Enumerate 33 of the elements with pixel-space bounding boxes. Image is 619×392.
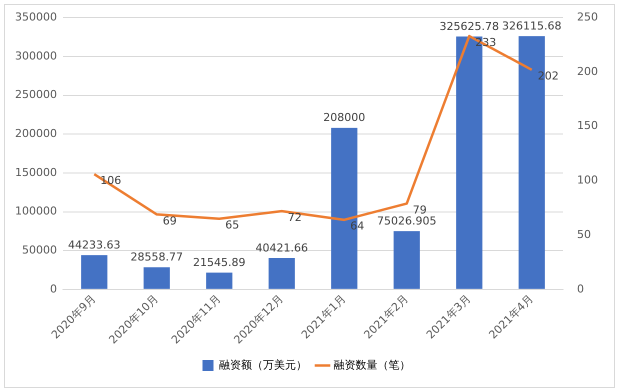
y2-tick-label: 50 — [577, 228, 592, 241]
data-label: 325625.78 — [440, 20, 499, 33]
y-tick-label: 200000 — [14, 126, 57, 140]
data-label: 72 — [288, 210, 302, 224]
legend-label: 融资额（万美元） — [219, 358, 307, 372]
data-label: 28558.77 — [130, 250, 183, 264]
bar — [268, 258, 295, 289]
bar — [81, 255, 108, 289]
y-tick-label: 250000 — [14, 88, 57, 102]
bar — [394, 231, 420, 289]
y-tick-label: 0 — [50, 282, 57, 296]
bar — [144, 267, 170, 289]
data-label: 326115.68 — [502, 20, 562, 33]
y-tick-label: 100000 — [14, 204, 57, 218]
y2-tick-label: 100 — [577, 174, 598, 187]
data-label: 79 — [412, 203, 427, 216]
y-tick-label: 350000 — [14, 10, 57, 24]
y-tick-label: 300000 — [14, 49, 57, 62]
data-label: 40421.66 — [255, 241, 308, 254]
bar — [206, 272, 232, 289]
data-label: 21545.89 — [192, 256, 246, 270]
data-label: 75026.905 — [377, 214, 436, 228]
y2-tick-label: 250 — [577, 10, 598, 24]
legend-label: 融资数量（笔） — [334, 358, 410, 372]
y2-tick-label: 0 — [577, 282, 584, 296]
data-label: 208000 — [323, 111, 366, 124]
data-label: 44233.63 — [68, 238, 120, 252]
y2-tick-label: 150 — [577, 119, 598, 132]
y-tick-label: 50000 — [22, 243, 57, 256]
data-label: 65 — [225, 218, 240, 232]
y-tick-label: 150000 — [14, 166, 57, 179]
data-label: 69 — [162, 214, 177, 228]
y2-tick-label: 200 — [577, 64, 598, 78]
